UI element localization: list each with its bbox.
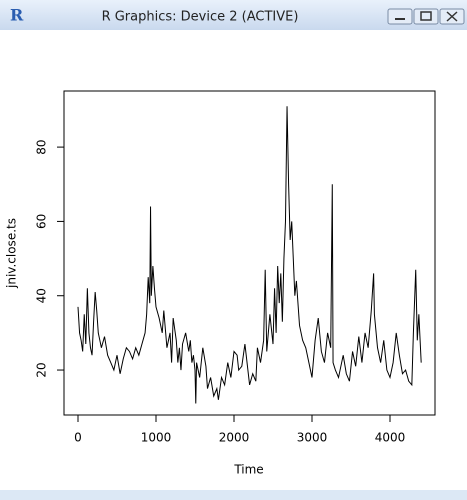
window-title: R Graphics: Device 2 (ACTIVE) [102, 10, 299, 25]
x-tick-label: 4000 [375, 431, 406, 445]
plot-box [63, 90, 436, 416]
y-tick-label: 80 [35, 139, 49, 154]
x-axis-label: Time [233, 463, 263, 477]
maximize-button[interactable] [413, 8, 439, 25]
x-tick-label: 3000 [297, 431, 328, 445]
x-tick-label: 2000 [219, 431, 250, 445]
status-strip [0, 490, 467, 500]
close-icon [446, 11, 458, 22]
window-buttons [387, 8, 465, 25]
y-axis-label: jniv.close.ts [5, 218, 19, 289]
y-tick-label: 60 [35, 214, 49, 229]
y-tick-label: 20 [35, 362, 49, 377]
minimize-button[interactable] [387, 8, 413, 25]
series-line [77, 106, 422, 404]
x-tick-label: 0 [74, 431, 82, 445]
y-tick-label: 40 [35, 288, 49, 303]
maximize-icon [420, 11, 432, 21]
app-icon: R [10, 6, 24, 25]
x-tick-label: 1000 [141, 431, 172, 445]
